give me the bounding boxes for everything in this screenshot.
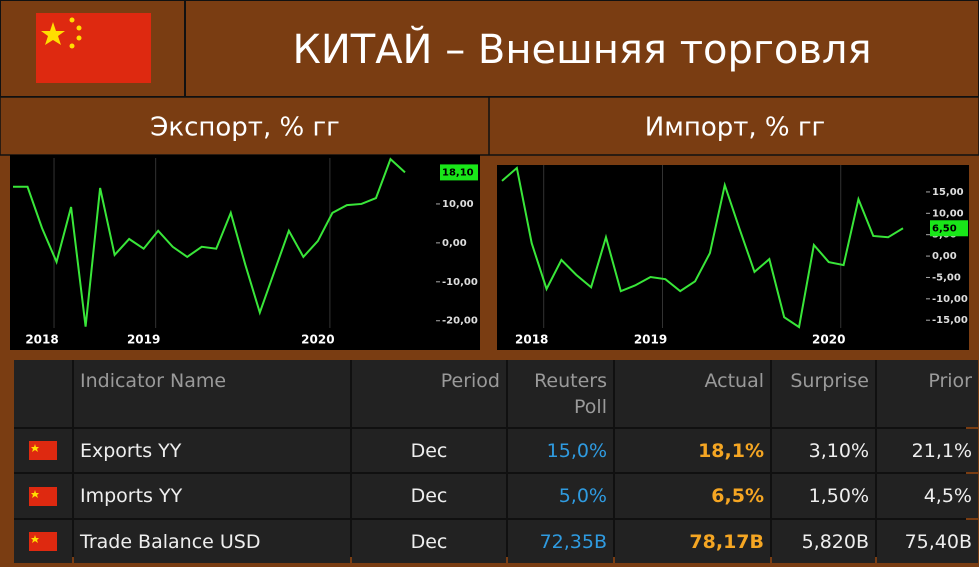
table-cell: 78,17B [615,520,770,563]
table-cell: Dec [352,429,506,472]
table-cell: 6,5% [615,474,770,518]
indicator-table: Indicator Name Period Reuters Poll Actual Su… [14,360,978,563]
table-cell: 72,35B [508,520,613,563]
y-tick-label: -5,00 [932,272,961,283]
table-cell: 18,1% [615,429,770,472]
table-cell: Trade Balance USD [74,520,350,563]
small-flag [29,441,57,460]
y-tick-label: -20,00 [442,316,478,327]
column-header: Actual [615,360,770,427]
row-flag [14,429,72,472]
y-tick-label: 15,00 [932,187,964,198]
y-tick-label: -10,00 [442,277,478,288]
y-tick-label: 10,00 [932,208,964,219]
table-cell: Imports YY [74,474,350,518]
table-cell: 21,1% [877,429,978,472]
column-header: Prior [877,360,978,427]
y-tick-label: 0,00 [442,238,467,249]
table-cell: 3,10% [772,429,875,472]
flag [36,13,151,83]
x-tick-label: 2019 [127,333,160,347]
small-flag [29,486,57,506]
table-cell: Dec [352,520,506,563]
table-cell: 75,40B [877,520,978,563]
table-cell: 5,0% [508,474,613,518]
line-series [13,157,406,327]
table-cell: Dec [352,474,506,518]
chart-title: Импорт, % гг [645,113,825,143]
column-header: Period [352,360,506,427]
table-cell: 5,820B [772,520,875,563]
chart-background [10,155,480,350]
header-cell [14,360,72,427]
chart-background [497,165,969,350]
x-tick-label: 2020 [301,333,334,347]
x-tick-label: 2020 [812,333,845,347]
chart-title: Экспорт, % гг [150,113,340,143]
column-header: Indicator Name [74,360,350,427]
y-tick-label: -10,00 [932,294,968,305]
current-value-label: 6,50 [932,223,957,234]
column-header: Reuters Poll [508,360,613,427]
small-flag [29,532,57,551]
table-cell: 1,50% [772,474,875,518]
x-tick-label: 2018 [25,333,58,347]
x-tick-label: 2019 [634,333,667,347]
line-series [501,166,904,329]
row-flag [14,520,72,563]
page-title: КИТАЙ – Внешняя торговля [292,25,871,73]
current-value-box [930,220,968,237]
table-cell: Exports YY [74,429,350,472]
row-flag [14,474,72,518]
table-cell: 15,0% [508,429,613,472]
column-header: Surprise [772,360,875,427]
current-value-box [440,164,478,181]
current-value-label: 18,10 [442,167,474,178]
table-cell: 4,5% [877,474,978,518]
x-tick-label: 2018 [515,333,548,347]
y-tick-label: 0,00 [932,251,957,262]
y-tick-label: -15,00 [932,315,968,326]
y-tick-label: 10,00 [442,199,474,210]
